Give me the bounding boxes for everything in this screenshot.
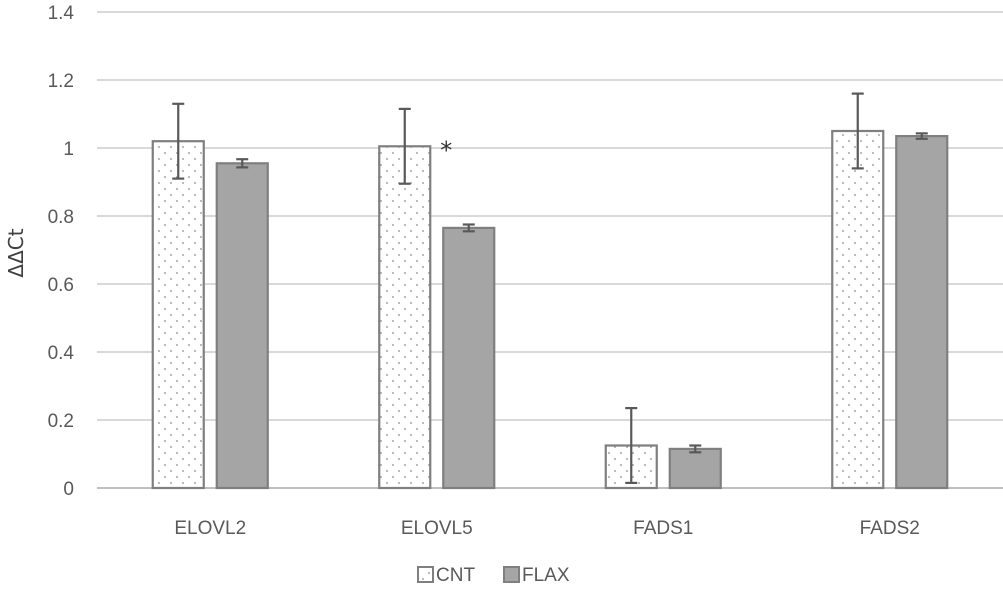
bar-cnt-elovl5 [378, 145, 432, 490]
significance-marker: * [440, 136, 452, 164]
y-tick-label: 1.4 [48, 3, 75, 24]
legend-swatch-flax [503, 566, 520, 583]
bar-flax-elovl2 [215, 162, 269, 490]
y-tick-label: 0 [63, 479, 74, 500]
bar-cnt-elovl2 [151, 140, 205, 490]
x-tick-label: FADS1 [633, 518, 693, 539]
bar-flax-fads2 [895, 135, 949, 490]
error-bars [172, 92, 928, 484]
x-tick-label: FADS2 [860, 518, 920, 539]
bar-flax-elovl5 [442, 226, 496, 490]
legend: CNT FLAX [417, 565, 570, 586]
y-axis-ticks: 0 0.2 0.4 0.6 0.8 1 1.2 1.4 [48, 3, 75, 500]
y-axis-title: ΔΔCt [4, 228, 28, 277]
x-axis-labels: ELOVL2 ELOVL5 FADS1 FADS2 [174, 518, 920, 539]
bar-flax-fads1 [668, 447, 722, 490]
legend-swatch-cnt [417, 566, 434, 583]
y-tick-label: 1 [63, 139, 74, 160]
annotations: * [440, 136, 452, 164]
x-tick-label: ELOVL2 [174, 518, 246, 539]
legend-label-flax: FLAX [522, 565, 570, 586]
y-tick-label: 0.4 [48, 343, 75, 364]
bars [151, 129, 949, 490]
x-tick-label: ELOVL5 [401, 518, 473, 539]
y-tick-label: 1.2 [48, 71, 74, 92]
y-tick-label: 0.6 [48, 275, 74, 296]
legend-label-cnt: CNT [436, 565, 475, 586]
y-tick-label: 0.2 [48, 411, 74, 432]
y-tick-label: 0.8 [48, 207, 74, 228]
bar-cnt-fads2 [831, 129, 885, 490]
